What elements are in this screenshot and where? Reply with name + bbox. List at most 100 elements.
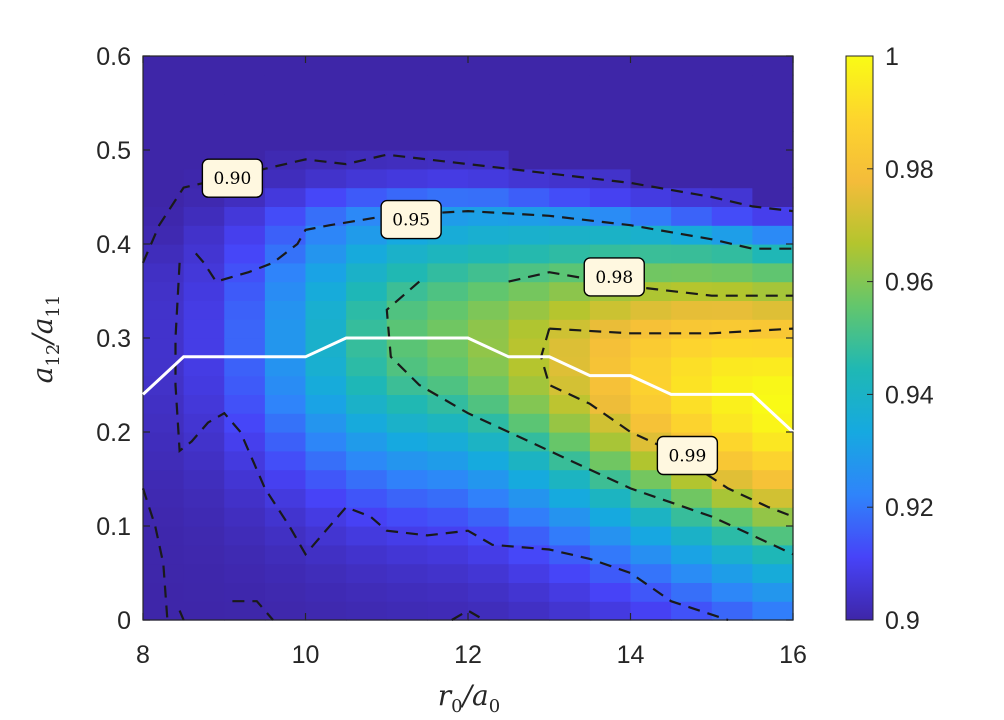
contour-line-0.90 bbox=[194, 209, 793, 283]
heatmap-cell bbox=[589, 225, 632, 245]
heatmap-cell bbox=[305, 507, 347, 527]
heatmap-cell bbox=[468, 74, 510, 95]
heatmap-cell bbox=[427, 582, 469, 602]
heatmap-cell bbox=[305, 432, 347, 452]
heatmap-cell bbox=[711, 507, 753, 527]
y-tick-label: 0.2 bbox=[96, 419, 131, 447]
heatmap-cell bbox=[305, 356, 347, 377]
heatmap-cell bbox=[508, 450, 550, 471]
contour-labels: 0.90 0.95 0.98 0.99 bbox=[201, 158, 719, 476]
heatmap-cell bbox=[386, 432, 428, 452]
heatmap-cell bbox=[711, 375, 753, 395]
heatmap-cell bbox=[143, 56, 185, 76]
heatmap-cell bbox=[427, 300, 469, 320]
heatmap-cell bbox=[264, 187, 307, 207]
heatmap-cell bbox=[183, 601, 225, 621]
heatmap-cell bbox=[143, 187, 185, 207]
colorbar-tick-label: 0.9 bbox=[885, 607, 920, 635]
heatmap-cell bbox=[468, 112, 510, 132]
heatmap-cell bbox=[468, 168, 510, 189]
contour-label-text: 0.99 bbox=[668, 447, 706, 467]
heatmap-cell bbox=[183, 225, 225, 245]
contour-label: 0.99 bbox=[656, 435, 719, 476]
heatmap-cell bbox=[305, 168, 347, 189]
heatmap-cell bbox=[752, 281, 794, 301]
heatmap-cell bbox=[508, 74, 550, 95]
heatmap-cell bbox=[630, 563, 672, 583]
heatmap-cell bbox=[630, 93, 672, 113]
heatmap-cell bbox=[630, 112, 672, 132]
y-tick-label: 0.5 bbox=[96, 137, 131, 165]
heatmap-cell bbox=[711, 319, 753, 339]
heatmap-cell bbox=[752, 56, 794, 76]
heatmap-cell bbox=[386, 338, 428, 358]
heatmap-cell bbox=[711, 601, 753, 621]
heatmap-cell bbox=[143, 93, 185, 113]
heatmap-cell bbox=[305, 187, 347, 207]
y-tick-label: 0.1 bbox=[96, 513, 131, 541]
contour-label: 0.95 bbox=[380, 199, 442, 240]
heatmap-cell bbox=[468, 262, 510, 283]
heatmap-cell bbox=[264, 394, 307, 414]
x-tick-label: 12 bbox=[454, 641, 482, 669]
heatmap-cell bbox=[549, 300, 591, 320]
heatmap-cell bbox=[346, 432, 388, 452]
heatmap-cell bbox=[143, 450, 185, 471]
heatmap-cell bbox=[183, 488, 225, 508]
heatmap-cell bbox=[264, 563, 307, 583]
heatmap-cell bbox=[346, 56, 388, 76]
heatmap-cell bbox=[508, 526, 550, 546]
heatmap-cell bbox=[508, 469, 550, 489]
y-axis-label: a12/a11 bbox=[26, 295, 64, 384]
heatmap-cell bbox=[468, 469, 510, 489]
heatmap-cell bbox=[346, 356, 388, 377]
heatmap-cell bbox=[630, 131, 672, 151]
heatmap-cell bbox=[183, 281, 225, 301]
heatmap-cell bbox=[305, 544, 347, 565]
heatmap-cell bbox=[264, 168, 307, 189]
heatmap-cell bbox=[264, 507, 307, 527]
heatmap-cell bbox=[630, 507, 672, 527]
contour-line-0.90 bbox=[141, 153, 794, 264]
contour-line-0.95 bbox=[385, 280, 794, 556]
heatmap-cell bbox=[549, 93, 591, 113]
heatmap-cell bbox=[508, 507, 550, 527]
heatmap-cell bbox=[549, 601, 591, 621]
heatmap-cell bbox=[305, 93, 347, 113]
heatmap-cell bbox=[589, 150, 632, 170]
heatmap-cell bbox=[671, 93, 713, 113]
heatmap-cell bbox=[346, 450, 388, 471]
heatmap-cell bbox=[346, 375, 388, 395]
heatmap-cell bbox=[305, 394, 347, 414]
heatmap-cell bbox=[468, 244, 510, 264]
heatmap-cell bbox=[386, 168, 428, 189]
heatmap-cell bbox=[630, 356, 672, 377]
heatmap-cell bbox=[549, 394, 591, 414]
heatmap-cell bbox=[671, 338, 713, 358]
heatmap-cell bbox=[264, 319, 307, 339]
heatmap-cell bbox=[183, 507, 225, 527]
heatmap-cell bbox=[508, 488, 550, 508]
heatmap-cell bbox=[305, 413, 347, 433]
heatmap-cell bbox=[183, 450, 225, 471]
heatmap-cell bbox=[143, 507, 185, 527]
heatmap-cell bbox=[143, 526, 185, 546]
heatmap-cell bbox=[671, 375, 713, 395]
contour-label-box bbox=[656, 435, 719, 476]
heatmap-cell bbox=[468, 150, 510, 170]
heatmap-cell bbox=[427, 601, 469, 621]
heatmap-cell bbox=[468, 225, 510, 245]
heatmap-cell bbox=[143, 394, 185, 414]
y-tick-label: 0.6 bbox=[96, 43, 131, 71]
heatmap-cell bbox=[549, 469, 591, 489]
heatmap-cell bbox=[224, 526, 266, 546]
heatmap-cell bbox=[183, 469, 225, 489]
heatmap-cell bbox=[183, 244, 225, 264]
heatmap-cell bbox=[671, 394, 713, 414]
heatmap-cell bbox=[143, 488, 185, 508]
heatmap-cell bbox=[224, 375, 266, 395]
heatmap-cell bbox=[346, 507, 388, 527]
heatmap-cell bbox=[305, 225, 347, 245]
heatmap-cell bbox=[468, 432, 510, 452]
heatmap-cell bbox=[305, 262, 347, 283]
